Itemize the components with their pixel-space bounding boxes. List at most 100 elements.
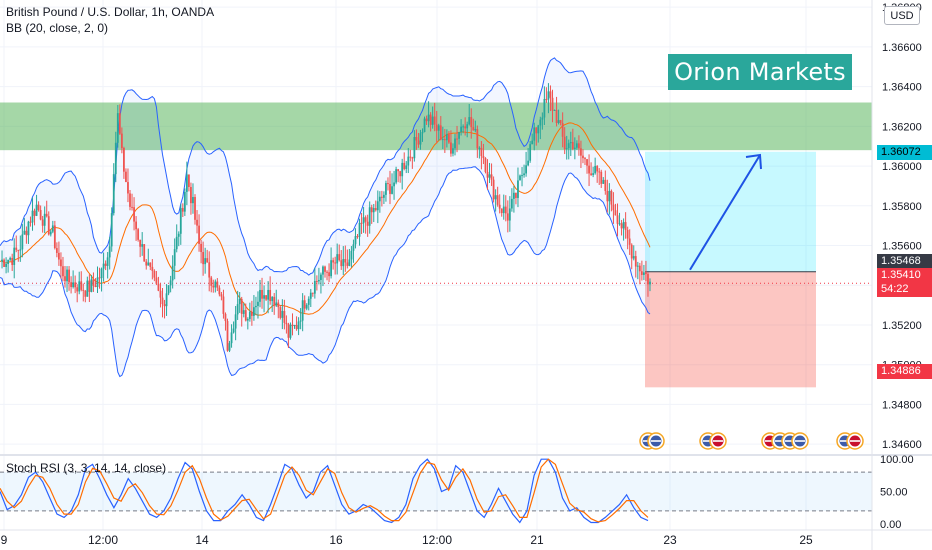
candle-body: [460, 126, 462, 133]
candle-body: [123, 147, 125, 172]
candle-body: [41, 219, 44, 226]
countdown-tag: 54:22: [877, 282, 932, 297]
candle-body: [582, 155, 584, 159]
candle-body: [413, 136, 416, 159]
candle-body: [214, 281, 217, 288]
candle-body: [98, 277, 101, 279]
candle-body: [62, 266, 64, 277]
candle-body: [521, 175, 523, 177]
entry-price-tag: 1.35468: [877, 254, 932, 269]
candle-body: [37, 204, 40, 210]
candle-body: [230, 332, 233, 344]
bb-lower-line: [0, 166, 651, 378]
candle-body: [120, 133, 123, 148]
candle-body: [649, 281, 651, 285]
candle-body: [145, 261, 148, 266]
candle-body: [318, 279, 320, 282]
candle-body: [92, 279, 95, 286]
candle-body: [27, 221, 30, 236]
candle-body: [279, 307, 282, 318]
candle-body: [116, 113, 119, 143]
currency-button[interactable]: USD: [884, 6, 920, 25]
candle-body: [405, 165, 408, 170]
candle-body: [622, 222, 625, 229]
calendar-event-stripe: [785, 440, 795, 442]
candle-body: [478, 147, 481, 149]
candle-body: [350, 250, 353, 260]
candle-body: [508, 208, 511, 221]
candle-body: [588, 165, 590, 174]
calendar-event-stripe: [775, 440, 785, 442]
candle-body: [433, 116, 436, 125]
candle-body: [643, 272, 645, 275]
candle-body: [173, 249, 176, 266]
bb-basis-line: [0, 122, 651, 316]
candle-body: [480, 147, 483, 157]
candle-body: [429, 114, 432, 125]
candle-body: [630, 244, 633, 259]
candle-body: [464, 126, 467, 129]
candle-body: [137, 229, 140, 240]
candle-body: [25, 230, 28, 236]
candle-body: [175, 236, 178, 250]
candle-body: [104, 263, 107, 266]
candle-body: [452, 148, 454, 154]
candle-body: [531, 140, 534, 145]
candle-body: [356, 236, 359, 238]
candle-body: [257, 301, 259, 306]
price-axis-label: 1.36200: [882, 121, 922, 133]
candle-body: [39, 209, 42, 220]
candle-body: [161, 297, 164, 305]
candle-body: [141, 244, 144, 247]
candle-body: [569, 142, 572, 144]
candle-body: [157, 283, 160, 291]
candle-body: [322, 266, 324, 275]
candle-body: [326, 271, 328, 273]
candle-body: [60, 259, 62, 267]
calendar-event-stripe: [840, 440, 850, 442]
candle-body: [291, 324, 294, 327]
candle-body: [454, 138, 456, 149]
candle-body: [287, 324, 290, 338]
candle-body: [305, 304, 308, 309]
candle-body: [283, 310, 286, 323]
candle-body: [640, 271, 643, 275]
candle-body: [125, 171, 127, 183]
candle-body: [590, 173, 592, 175]
candle-body: [204, 258, 207, 265]
candle-body: [236, 304, 239, 315]
candle-body: [110, 213, 113, 247]
candle-body: [118, 113, 121, 134]
candle-body: [88, 280, 91, 292]
us-flag-icon: [791, 432, 809, 450]
calendar-event-stripe: [713, 440, 723, 442]
candle-body: [435, 124, 438, 131]
candle-body: [248, 311, 251, 319]
candle-body: [269, 289, 272, 302]
candle-body: [555, 109, 558, 123]
candle-body: [246, 318, 249, 321]
candle-body: [445, 134, 448, 141]
candle-body: [289, 324, 292, 338]
candle-body: [328, 272, 330, 277]
candle-body: [448, 134, 450, 143]
candle-body: [470, 117, 473, 128]
candle-body: [9, 257, 12, 260]
candle-body: [307, 298, 310, 305]
candle-body: [600, 171, 603, 184]
candle-body: [362, 217, 365, 224]
candle-body: [240, 298, 243, 314]
candle-body: [43, 213, 46, 226]
candle-body: [372, 208, 375, 213]
candle-body: [620, 223, 623, 229]
candle-body: [513, 192, 515, 199]
candle-body: [502, 206, 505, 214]
candle-body: [334, 262, 337, 264]
candle-body: [216, 281, 219, 288]
candle-body: [212, 285, 215, 288]
candle-body: [194, 197, 196, 220]
candle-body: [626, 229, 629, 239]
candle-body: [320, 274, 322, 280]
price-axis-label: 1.35800: [882, 201, 922, 213]
